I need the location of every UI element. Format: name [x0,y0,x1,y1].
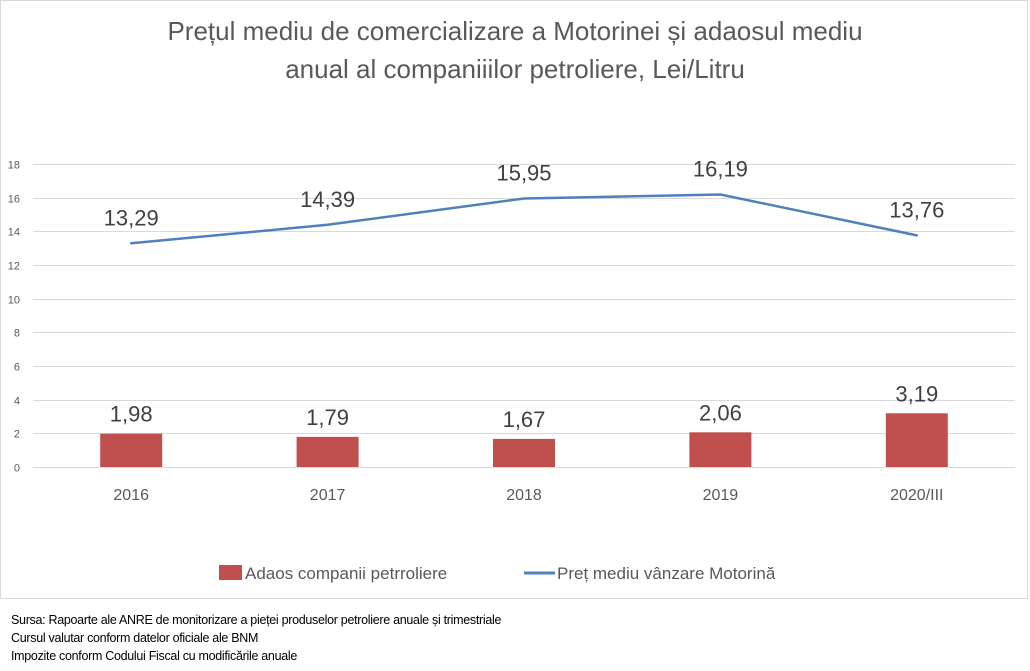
chart-title-line-1: Prețul mediu de comercializare a Motorin… [167,16,863,46]
x-tick-label-2018: 2018 [506,487,542,504]
y-axis-ticks: 0 2 4 6 8 10 12 14 16 18 [8,160,20,475]
bar-label-2017: 1,79 [306,405,349,430]
bar-label-2018: 1,67 [503,407,546,432]
y-tick-label-6: 6 [14,362,20,374]
bar-2019 [689,432,752,467]
line-label-2020/III: 13,76 [889,197,944,222]
line-pret-motorina [129,193,919,245]
line-label-2016: 13,29 [104,205,159,230]
x-tick-label-2019: 2019 [703,487,739,504]
legend-label-pret: Preț mediu vânzare Motorină [557,564,776,583]
y-tick-label-2: 2 [14,429,20,441]
y-tick-label-12: 12 [8,261,20,273]
bar-label-2020/III: 3,19 [895,381,938,406]
chart-title-line-2: anual al companiiilor petroliere, Lei/Li… [285,54,745,84]
gridlines [33,164,1015,468]
y-tick-label-8: 8 [14,328,20,340]
y-tick-label-0: 0 [14,463,20,475]
bar-label-2016: 1,98 [110,402,153,427]
bar-2018 [493,438,555,467]
y-tick-label-18: 18 [8,160,20,172]
footnote-source: Sursa: Rapoarte ale ANRE de monitorizare… [11,613,502,627]
legend-swatch-adaos [219,565,242,580]
footnotes: Sursa: Rapoarte ale ANRE de monitorizare… [11,611,501,665]
footnote-taxes: Impozite conform Codului Fiscal cu modif… [11,649,298,663]
x-axis-labels: 2016 2017 2018 2019 2020/III [113,487,943,504]
line-label-2018: 15,95 [496,161,551,186]
y-tick-label-14: 14 [8,227,20,239]
footnote-exchange-rate: Cursul valutar conform datelor oficiale … [11,631,259,645]
x-tick-label-2017: 2017 [310,487,346,504]
chart-title: Prețul mediu de comercializare a Motorin… [0,12,1030,88]
legend-label-adaos: Adaos companii petrroliere [245,564,447,583]
chart-plot: 0 2 4 6 8 10 12 14 16 18 1,98 1,79 1,67 2,06 3,19 13,2… [8,156,1015,583]
line-series [129,193,919,245]
legend: Adaos companii petrroliere Preț mediu vâ… [219,564,776,583]
bar-2020/III [885,413,948,467]
bar-2016 [100,433,163,467]
x-tick-label-2016: 2016 [113,487,149,504]
bar-label-2019: 2,06 [699,400,742,425]
bar-series [100,413,948,467]
bar-2017 [296,436,359,467]
line-label-2017: 14,39 [300,187,355,212]
line-label-2019: 16,19 [693,156,748,181]
y-tick-label-4: 4 [14,396,20,408]
data-labels: 1,98 1,79 1,67 2,06 3,19 13,29 14,39 15,95 16,19… [104,156,945,431]
y-tick-label-16: 16 [8,194,20,206]
y-tick-label-10: 10 [8,295,20,307]
x-tick-label-2020/III: 2020/III [890,487,943,504]
